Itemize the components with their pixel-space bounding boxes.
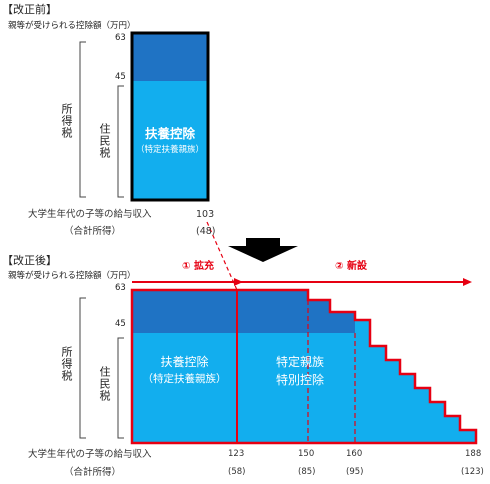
- expand-label: ① 拡充: [182, 261, 214, 272]
- after-resident-tax-label: 住民税: [98, 366, 111, 402]
- after-x-total-58: (58): [228, 467, 246, 477]
- before-box-title: 扶養控除: [144, 126, 195, 141]
- before-tick-63: 63: [115, 33, 126, 43]
- after-box1-title: 扶養控除: [160, 355, 209, 369]
- after-dark-area: [132, 290, 355, 333]
- before-total-value: (48): [196, 226, 216, 237]
- before-income-tax-label: 所得税: [60, 103, 73, 139]
- after-outline: [130, 288, 478, 445]
- after-total-label: （合計所得）: [64, 467, 122, 478]
- new-label: ② 新設: [335, 261, 367, 272]
- after-light-area: [132, 320, 476, 443]
- after-x-tick-160: 160: [346, 449, 363, 459]
- after-tick-63: 63: [115, 283, 126, 293]
- before-section-label: 【改正前】: [2, 3, 57, 16]
- after-x-tick-150: 150: [298, 449, 315, 459]
- after-x-tick-188: 188: [465, 449, 482, 459]
- after-unit-label: 親等が受けられる控除額（万円）: [8, 271, 136, 281]
- after-tick-45: 45: [115, 319, 126, 329]
- before-tick-45: 45: [115, 72, 126, 82]
- before-inner-bracket: [117, 85, 124, 198]
- connector-dashed-line: [206, 221, 238, 291]
- after-x-total-85: (85): [298, 467, 316, 477]
- after-x-total-95: (95): [346, 467, 364, 477]
- after-outer-bracket: [79, 297, 86, 439]
- before-income-value: 103: [196, 209, 215, 220]
- after-x-tick-123: 123: [228, 449, 245, 459]
- before-box-subtitle: （特定扶養親族）: [135, 145, 204, 155]
- before-unit-label: 親等が受けられる控除額（万円）: [8, 21, 136, 31]
- before-total-label: （合計所得）: [64, 226, 122, 237]
- after-inner-bracket: [117, 337, 124, 439]
- new-arrowhead: [463, 278, 472, 286]
- before-income-label: 大学生年代の子等の給与収入: [28, 209, 152, 220]
- before-resident-tax-label: 住民税: [98, 123, 111, 159]
- before-dark-band: [132, 33, 208, 81]
- after-box1-subtitle: （特定扶養親族）: [142, 373, 227, 385]
- after-box2-line2: 特別控除: [275, 373, 324, 387]
- after-income-tax-label: 所得税: [60, 346, 73, 382]
- before-box-outline: [130, 31, 210, 202]
- down-arrow: [228, 238, 298, 262]
- after-box2-line1: 特定親族: [275, 355, 324, 369]
- before-light-band: [132, 81, 208, 200]
- after-income-label: 大学生年代の子等の給与収入: [28, 449, 152, 460]
- after-section-label: 【改正後】: [2, 254, 57, 267]
- before-outer-bracket: [79, 41, 86, 198]
- after-x-total-123: (123): [461, 467, 484, 477]
